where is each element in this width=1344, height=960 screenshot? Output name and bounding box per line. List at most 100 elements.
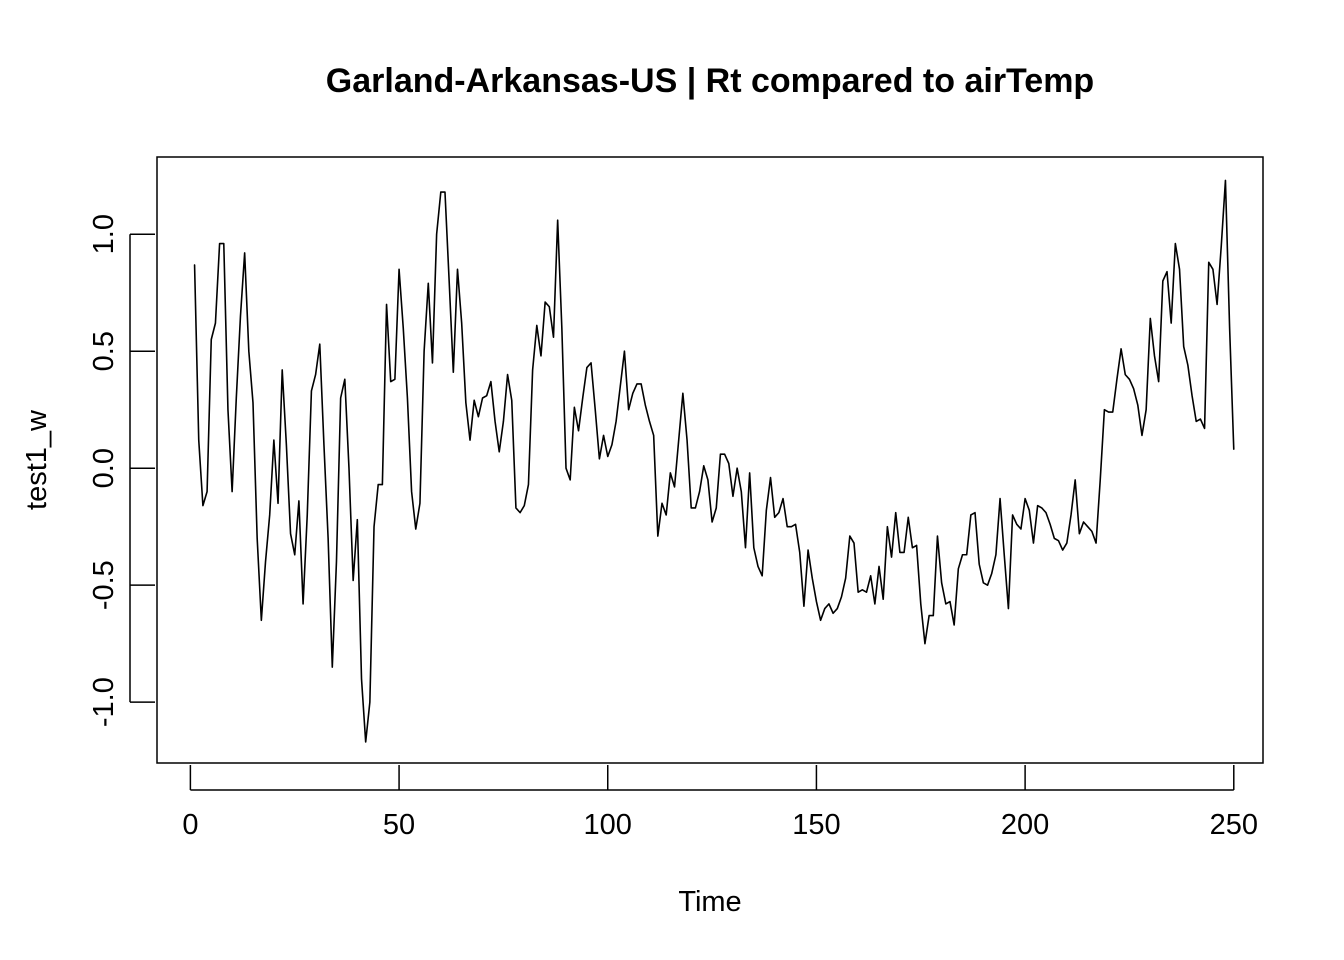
y-tick-label: -0.5 <box>88 560 120 610</box>
data-point <box>598 458 600 460</box>
data-point <box>235 397 237 399</box>
data-point <box>1224 179 1226 181</box>
data-point <box>795 523 797 525</box>
data-point <box>920 603 922 605</box>
data-point <box>373 526 375 528</box>
data-point <box>966 554 968 556</box>
x-tick-label: 200 <box>1001 809 1049 841</box>
data-point <box>753 547 755 549</box>
data-point <box>1057 540 1059 542</box>
data-point <box>820 619 822 621</box>
data-point <box>707 479 709 481</box>
data-point <box>431 362 433 364</box>
data-point <box>482 397 484 399</box>
data-point <box>256 537 258 539</box>
data-point <box>1103 409 1105 411</box>
data-point <box>1204 427 1206 429</box>
data-point <box>982 582 984 584</box>
data-point <box>390 381 392 383</box>
data-point <box>265 561 267 563</box>
data-point <box>774 516 776 518</box>
data-point <box>991 572 993 574</box>
data-point <box>473 399 475 401</box>
data-point <box>1116 378 1118 380</box>
data-point <box>836 608 838 610</box>
data-point <box>653 434 655 436</box>
data-point <box>891 556 893 558</box>
data-point <box>636 383 638 385</box>
data-point <box>244 252 246 254</box>
data-point <box>736 467 738 469</box>
data-point <box>1049 523 1051 525</box>
data-point <box>527 484 529 486</box>
data-point <box>987 584 989 586</box>
data-point <box>657 535 659 537</box>
data-point <box>849 535 851 537</box>
data-point <box>1062 549 1064 551</box>
data-point <box>924 643 926 645</box>
data-point <box>507 374 509 376</box>
data-point <box>1016 523 1018 525</box>
x-tick-label: 250 <box>1210 809 1258 841</box>
data-point <box>632 392 634 394</box>
data-point <box>423 350 425 352</box>
data-point <box>724 453 726 455</box>
data-point <box>703 465 705 467</box>
data-point <box>1095 542 1097 544</box>
data-point <box>386 303 388 305</box>
x-tick-label: 50 <box>383 809 415 841</box>
data-point <box>444 191 446 193</box>
data-point <box>1183 346 1185 348</box>
data-point <box>1078 533 1080 535</box>
data-point <box>1012 514 1014 516</box>
data-point <box>640 383 642 385</box>
data-point <box>457 268 458 270</box>
data-point <box>778 512 780 514</box>
data-point <box>1087 526 1089 528</box>
data-point <box>323 444 325 446</box>
data-point <box>749 472 751 474</box>
data-point <box>615 420 617 422</box>
data-point <box>1153 355 1155 357</box>
data-point <box>1124 374 1126 376</box>
data-point <box>281 369 283 371</box>
data-point <box>886 526 888 528</box>
data-point <box>231 491 233 493</box>
data-point <box>411 491 413 493</box>
data-point <box>578 430 580 432</box>
data-point <box>448 280 450 282</box>
data-point <box>694 507 696 509</box>
data-point <box>1174 243 1176 245</box>
x-axis: 0 50 100 150 200 250 <box>182 765 1258 841</box>
data-point <box>661 502 663 504</box>
y-tick-label: 0.0 <box>88 448 120 488</box>
data-point <box>1145 409 1147 411</box>
data-point <box>949 601 951 603</box>
data-point <box>294 554 296 556</box>
data-point <box>1037 505 1039 507</box>
data-point <box>394 378 396 380</box>
data-point <box>1007 608 1009 610</box>
data-point <box>198 439 200 441</box>
data-point <box>1020 528 1022 530</box>
data-point <box>561 327 563 329</box>
data-point <box>715 507 717 509</box>
data-point <box>590 362 592 364</box>
data-point <box>1216 303 1218 305</box>
data-point <box>369 701 371 703</box>
data-point <box>1195 420 1197 422</box>
data-point <box>786 526 788 528</box>
data-point <box>1028 509 1030 511</box>
data-point <box>782 498 784 500</box>
data-point <box>799 551 801 553</box>
data-point <box>361 678 363 680</box>
data-point <box>1053 537 1055 539</box>
data-point <box>273 439 275 441</box>
data-point <box>999 498 1001 500</box>
data-point <box>573 406 575 408</box>
data-point <box>511 399 513 401</box>
data-point <box>398 268 400 270</box>
data-point <box>1137 404 1139 406</box>
data-point <box>699 491 701 493</box>
